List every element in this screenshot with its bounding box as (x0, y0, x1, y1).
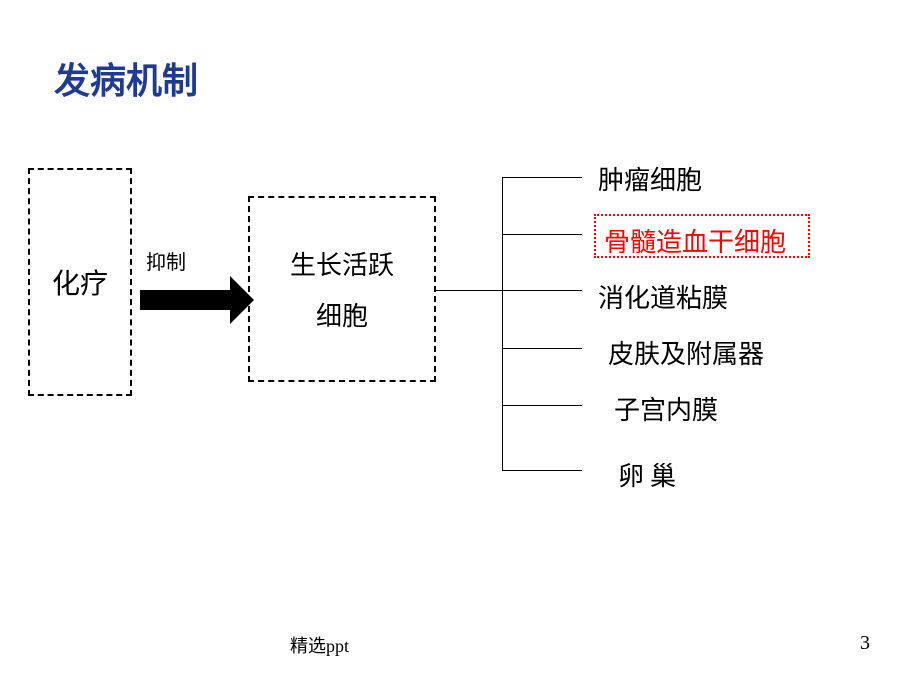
arrow-label: 抑制 (146, 246, 186, 275)
connector-trunk (436, 290, 502, 291)
target-cell-item: 皮肤及附属器 (608, 334, 764, 371)
arrow-inhibit (140, 276, 254, 329)
connector-branch (502, 177, 582, 178)
target-cell-item: 子宫内膜 (614, 390, 718, 427)
highlight-bone-marrow (594, 214, 810, 258)
connector-branch (502, 470, 582, 471)
target-cell-item: 消化道粘膜 (598, 278, 728, 315)
connector-branch (502, 348, 582, 349)
node-active-cells: 生长活跃 细胞 (248, 196, 436, 382)
connector-branch (502, 290, 582, 291)
node-active-cells-line2: 细胞 (290, 296, 394, 333)
footer-text: 精选ppt (290, 632, 349, 658)
node-chemotherapy: 化疗 (28, 168, 132, 396)
target-cell-item: 卵巢 (618, 456, 682, 493)
connector-branch (502, 234, 582, 235)
node-chemotherapy-label: 化疗 (52, 262, 108, 302)
connector-vertical (502, 177, 503, 470)
connector-branch (502, 405, 582, 406)
page-number: 3 (860, 632, 870, 655)
page-title: 发病机制 (54, 52, 198, 104)
target-cell-item: 肿瘤细胞 (598, 160, 702, 197)
node-active-cells-line1: 生长活跃 (290, 245, 394, 282)
